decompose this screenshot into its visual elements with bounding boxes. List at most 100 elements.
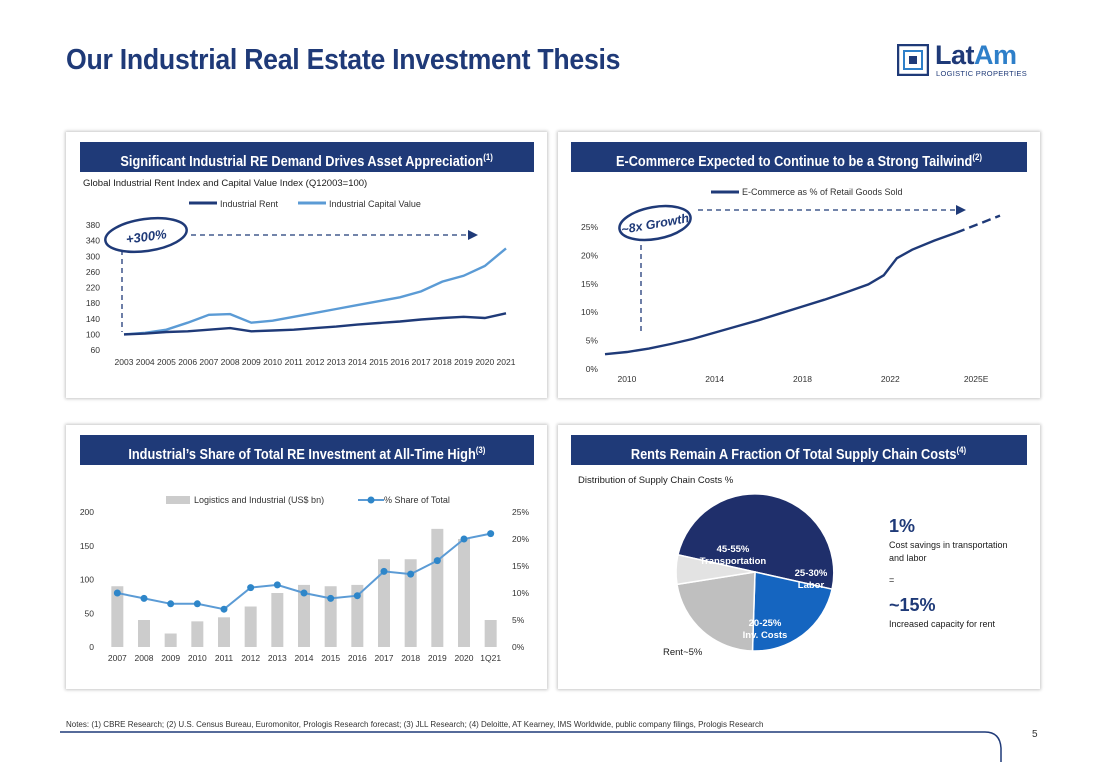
bar-logistics-2009 [164, 633, 177, 647]
y-tick-label: 20% [581, 250, 598, 260]
x-tick-label: 2014 [348, 357, 367, 367]
point-share-2008 [140, 594, 148, 602]
rent-index-chart: Global Industrial Rent Index and Capital… [83, 178, 516, 367]
y2-tick-label: 10% [512, 588, 529, 598]
x-tick-label: 2008 [221, 357, 240, 367]
x-tick-label: 2020 [475, 357, 494, 367]
x-tick-label: 2015 [369, 357, 388, 367]
logo-name: LatAm [935, 40, 1017, 70]
x-tick-label: 2018 [793, 374, 812, 384]
y-tick-label: 10% [581, 307, 598, 317]
x-tick-label: 2014 [705, 374, 724, 384]
x-tick-label: 2019 [454, 357, 473, 367]
y-tick-label: 0% [586, 364, 599, 374]
x-tick-label: 2016 [390, 357, 409, 367]
y-tick-label: 180 [86, 298, 100, 308]
page-number: 5 [1032, 729, 1038, 740]
x-tick-label: 2025E [964, 374, 989, 384]
point-share-2017 [380, 567, 388, 575]
annotation-ellipse [104, 216, 188, 254]
x-tick-label: 2013 [268, 653, 287, 663]
y-tick-label: 60 [91, 345, 101, 355]
bar-logistics-2015 [324, 586, 337, 647]
bar-logistics-2008 [138, 620, 150, 647]
x-tick-label: 2012 [241, 653, 260, 663]
chart-title: Distribution of Supply Chain Costs % [578, 475, 734, 486]
legend-label-industrial-rent: Industrial Rent [220, 199, 279, 209]
x-tick-label: 2018 [401, 653, 420, 663]
bar-logistics-2019 [431, 528, 444, 647]
callout-cost-savings-text: and labor [889, 553, 927, 563]
x-tick-label: 2010 [263, 357, 282, 367]
y-tick-label: 260 [86, 267, 100, 277]
x-tick-label: 2017 [375, 653, 394, 663]
y2-tick-label: 20% [512, 534, 529, 544]
callout-capacity-value: ~15% [889, 595, 936, 615]
panel-ecommerce: E-Commerce Expected to Continue to be a … [558, 132, 1040, 398]
pie-label-value: 20-25% [749, 618, 782, 629]
bar-logistics-2010 [191, 621, 204, 647]
point-share-2016 [353, 592, 361, 600]
callout-capacity-text: Increased capacity for rent [889, 619, 996, 629]
bar-logistics-2016 [351, 584, 364, 647]
point-share-2012 [247, 584, 255, 592]
bar-logistics-1Q21 [484, 620, 497, 647]
y-tick-label: 5% [586, 336, 599, 346]
y2-tick-label: 5% [512, 615, 525, 625]
y-tick-label: 340 [86, 236, 100, 246]
x-tick-label: 2015 [321, 653, 340, 663]
x-tick-label: 2019 [428, 653, 447, 663]
bar-logistics-2018 [404, 559, 417, 647]
bar-logistics-2012 [244, 606, 257, 647]
annotation-label: +300% [125, 226, 168, 247]
page-title: Our Industrial Real Estate Investment Th… [66, 44, 621, 76]
point-share-2014 [300, 589, 308, 597]
point-share-1Q21 [487, 530, 495, 538]
callout-equals: = [889, 575, 894, 585]
legend-swatch-logistics [166, 496, 190, 504]
company-logo: LatAm LOGISTIC PROPERTIES [897, 40, 1039, 82]
pie-label-rent: Rent~5% [663, 647, 703, 658]
panel-header-rent-index: Significant Industrial RE Demand Drives … [80, 142, 534, 172]
panel-header-ecommerce: E-Commerce Expected to Continue to be a … [571, 142, 1027, 172]
point-share-2018 [407, 570, 415, 578]
pie-label-value: 45-55% [717, 544, 750, 555]
x-tick-label: 2007 [199, 357, 218, 367]
annotation-ellipse [618, 204, 692, 242]
x-tick-label: 2022 [881, 374, 900, 384]
pie-label-name: Transportation [700, 556, 767, 567]
bar-logistics-2007 [111, 586, 124, 647]
x-tick-label: 2010 [617, 374, 636, 384]
series-line-industrial-rent [123, 312, 507, 336]
panel-supply-chain: Rents Remain A Fraction Of Total Supply … [558, 425, 1040, 689]
pie-label-value: 25-30% [795, 568, 828, 579]
y-tick-label: 150 [80, 541, 94, 551]
pie-label-name: Labor [798, 580, 825, 591]
bar-logistics-2011 [218, 617, 230, 647]
y-tick-label: 100 [80, 575, 94, 585]
y-tick-label: 15% [581, 279, 598, 289]
annotation-arrowhead [956, 205, 966, 215]
callout-cost-savings-value: 1% [889, 516, 915, 536]
point-share-2007 [113, 589, 121, 597]
x-tick-label: 2008 [135, 653, 154, 663]
x-tick-label: 2011 [215, 653, 234, 663]
pie-label-name: Inv. Costs [743, 630, 788, 641]
supply-chain-pie-chart: Distribution of Supply Chain Costs % 45-5… [578, 475, 1008, 658]
y-tick-label: 300 [86, 251, 100, 261]
x-tick-label: 2018 [433, 357, 452, 367]
x-tick-label: 2009 [161, 653, 180, 663]
x-tick-label: 2005 [157, 357, 176, 367]
x-tick-label: 2021 [497, 357, 516, 367]
pie-slice-inv-costs [676, 571, 756, 652]
pie-slice-rent [675, 553, 756, 586]
x-tick-label: 2012 [306, 357, 325, 367]
logo-subtitle: LOGISTIC PROPERTIES [936, 69, 1027, 78]
bar-logistics-2013 [271, 593, 284, 647]
ecommerce-chart: E-Commerce as % of Retail Goods Sold 0% 5%… [581, 187, 1001, 384]
y-tick-label: 140 [86, 314, 100, 324]
point-share-2009 [167, 600, 175, 608]
point-share-2013 [273, 581, 281, 589]
investment-share-chart: Logistics and Industrial (US$ bn) % Share… [80, 495, 530, 663]
y-tick-label: 380 [86, 220, 100, 230]
